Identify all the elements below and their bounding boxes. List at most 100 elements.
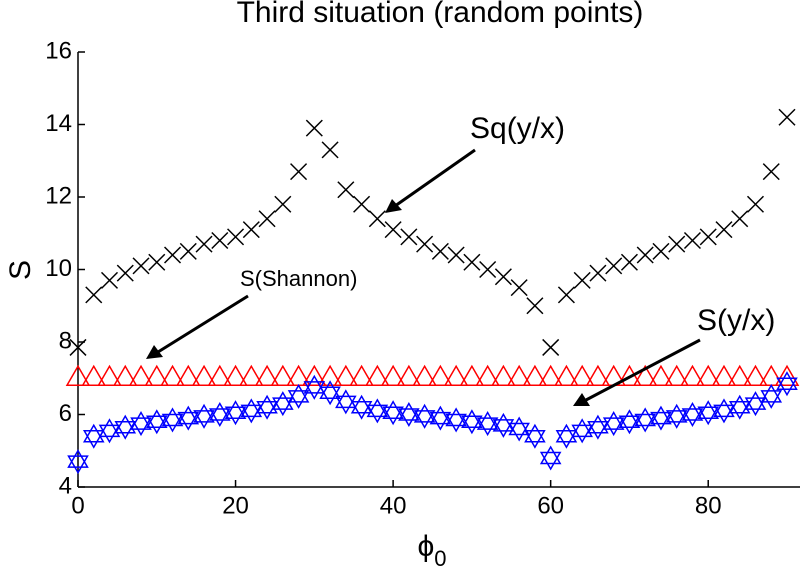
marker: [337, 181, 355, 199]
marker: [569, 364, 595, 386]
marker: [175, 364, 201, 386]
marker: [321, 141, 339, 159]
marker: [254, 364, 280, 386]
marker: [697, 400, 720, 426]
marker: [144, 364, 170, 386]
marker: [384, 221, 402, 239]
marker: [368, 210, 386, 228]
marker: [778, 108, 796, 126]
marker: [746, 195, 765, 213]
marker: [602, 411, 625, 437]
marker: [524, 423, 546, 449]
marker: [605, 257, 623, 275]
marker: [715, 221, 733, 239]
marker: [632, 364, 658, 386]
marker: [242, 221, 260, 239]
marker: [492, 412, 515, 438]
series-annotation: S(y/x): [697, 304, 775, 337]
marker: [461, 409, 483, 435]
marker: [665, 403, 688, 429]
arrow-head: [573, 393, 590, 406]
marker: [510, 279, 528, 297]
marker: [506, 364, 532, 386]
marker: [272, 391, 294, 417]
marker: [65, 364, 91, 386]
marker: [81, 364, 107, 386]
marker: [396, 364, 422, 386]
marker: [145, 409, 168, 435]
y-axis-label: S: [4, 260, 37, 280]
marker: [193, 403, 215, 429]
marker: [728, 394, 751, 420]
arrow: [157, 294, 249, 354]
arrow: [585, 338, 701, 402]
marker: [652, 242, 670, 260]
x-tick-label: 80: [695, 492, 722, 519]
marker: [459, 364, 485, 386]
chart-title: Third situation (random points): [237, 0, 644, 29]
marker: [680, 364, 705, 386]
marker: [400, 228, 418, 246]
marker: [428, 364, 453, 386]
marker: [164, 246, 182, 264]
marker: [491, 364, 516, 386]
marker: [177, 405, 200, 431]
marker: [287, 383, 310, 409]
marker: [240, 398, 263, 424]
marker: [445, 407, 467, 433]
marker: [526, 297, 544, 315]
marker: [97, 364, 122, 386]
marker: [542, 338, 560, 356]
marker: [589, 264, 607, 282]
marker: [522, 364, 548, 386]
marker: [100, 271, 119, 289]
marker: [618, 409, 641, 435]
marker: [508, 416, 530, 442]
marker: [398, 401, 420, 428]
marker: [335, 389, 357, 415]
marker: [416, 235, 434, 253]
marker: [636, 246, 654, 264]
marker: [650, 405, 672, 431]
marker: [727, 364, 753, 386]
y-tick-label: 14: [45, 110, 72, 137]
marker: [303, 374, 326, 400]
marker: [114, 414, 137, 440]
marker: [239, 364, 264, 386]
marker: [209, 401, 231, 428]
marker: [695, 364, 721, 386]
x-axis-label-subscript: 0: [434, 546, 446, 571]
marker: [270, 364, 296, 386]
marker: [382, 400, 404, 426]
marker: [116, 264, 134, 282]
marker: [557, 286, 575, 304]
marker: [538, 364, 563, 386]
marker: [683, 231, 701, 250]
marker: [366, 398, 389, 424]
marker: [634, 407, 656, 433]
marker: [744, 391, 767, 417]
marker: [760, 383, 783, 409]
y-tick-label: 6: [59, 400, 72, 427]
marker: [413, 403, 436, 429]
marker: [256, 394, 278, 420]
marker: [731, 210, 749, 228]
marker: [776, 371, 798, 397]
marker: [305, 119, 323, 137]
x-tick-label: 40: [380, 492, 407, 519]
marker: [112, 364, 138, 386]
marker: [762, 163, 780, 181]
marker: [130, 411, 152, 437]
marker: [132, 257, 150, 275]
marker: [668, 235, 686, 253]
y-tick-label: 4: [59, 472, 72, 499]
plot-area: [65, 108, 800, 475]
marker: [494, 268, 512, 286]
marker: [555, 423, 578, 449]
marker: [475, 364, 500, 386]
marker: [443, 364, 469, 386]
marker: [571, 418, 593, 444]
marker: [317, 364, 343, 386]
y-tick-label: 12: [45, 182, 72, 209]
